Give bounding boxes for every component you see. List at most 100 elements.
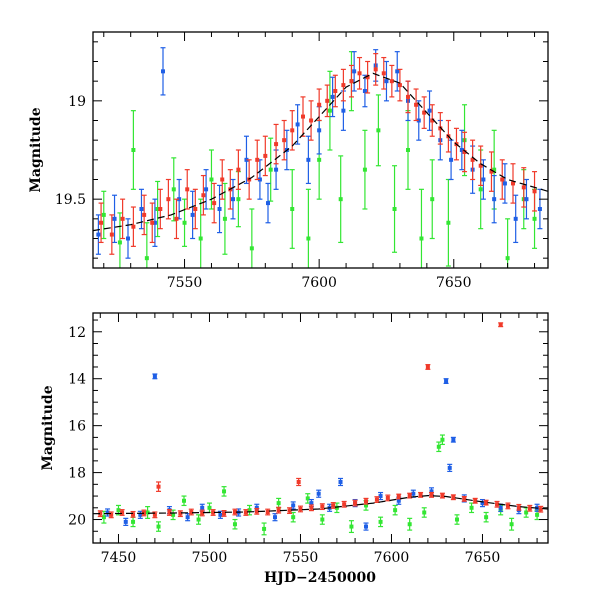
top-model-curve: [93, 72, 548, 232]
top-point-blue-22: [362, 74, 368, 108]
top-point-blue-4: [152, 198, 158, 247]
top-point-red-0: [98, 202, 104, 244]
bottom-point-red-42: [516, 503, 522, 511]
bottom-point-red-27: [374, 496, 380, 503]
bottom-x-tick-label: 7650: [465, 550, 501, 566]
bottom-point-red-7: [166, 509, 172, 516]
top-point-blue-0: [95, 214, 101, 255]
top-point-blue-24: [383, 60, 389, 102]
bottom-point-green-16: [319, 514, 325, 525]
bottom-x-axis-label: HJD−2450000: [264, 570, 376, 586]
bottom-point-green-12: [261, 522, 267, 536]
top-point-blue-27: [416, 100, 422, 141]
top-point-red-2: [120, 198, 126, 240]
top-point-blue-31: [459, 129, 465, 171]
top-x-tick-label: 7600: [301, 275, 337, 291]
top-point-green-3: [144, 222, 150, 268]
top-y-axis-label: Magnitude: [28, 107, 44, 192]
top-y-tick-label: 19.5: [55, 192, 86, 208]
bottom-point-red-35: [450, 494, 456, 501]
top-point-green-25: [445, 178, 451, 267]
top-point-green-22: [405, 110, 411, 190]
top-point-blue-35: [502, 163, 508, 204]
top-point-red-33: [389, 64, 395, 98]
bottom-point-red-12: [221, 510, 227, 517]
top-point-red-3: [130, 206, 136, 247]
bottom-point-green-24: [436, 441, 442, 453]
bottom-point-red-37: [472, 497, 478, 504]
bottom-point-red-40: [498, 322, 504, 328]
top-point-blue-19: [330, 76, 336, 118]
top-point-green-11: [249, 208, 255, 268]
bottom-data-points: [97, 322, 544, 536]
bottom-point-red-19: [296, 477, 302, 487]
bottom-point-green-27: [469, 502, 475, 514]
bottom-point-red-32: [425, 364, 431, 370]
top-point-green-4: [155, 180, 161, 238]
bottom-point-red-2: [119, 509, 125, 516]
bottom-point-green-23: [421, 507, 427, 518]
top-point-red-26: [332, 74, 338, 108]
top-point-red-32: [381, 56, 387, 90]
bottom-point-red-23: [330, 502, 336, 509]
top-point-blue-28: [427, 90, 433, 131]
bottom-point-red-25: [352, 499, 358, 507]
bottom-y-tick-label: 16: [68, 419, 86, 435]
bottom-point-red-43: [527, 504, 533, 512]
top-point-red-48: [521, 167, 527, 208]
bottom-point-red-38: [483, 499, 489, 506]
top-point-green-5: [171, 157, 177, 222]
bottom-point-red-41: [505, 502, 511, 510]
top-point-blue-33: [480, 159, 486, 200]
bottom-point-red-13: [232, 508, 238, 516]
top-point-red-27: [340, 68, 346, 102]
bottom-point-red-44: [538, 505, 544, 513]
top-point-blue-7: [190, 190, 196, 240]
bottom-point-green-22: [407, 517, 413, 531]
top-point-blue-13: [265, 182, 271, 224]
top-point-red-10: [192, 188, 198, 230]
top-point-blue-11: [243, 135, 249, 185]
bottom-point-blue-13: [316, 489, 322, 498]
bottom-point-green-9: [221, 486, 227, 497]
top-point-red-45: [488, 151, 494, 192]
top-point-red-6: [157, 188, 163, 230]
bottom-y-tick-label: 18: [68, 466, 86, 482]
bottom-y-axis-label: Magnitude: [40, 385, 56, 470]
bottom-point-green-25: [439, 434, 445, 446]
top-point-red-38: [429, 104, 435, 137]
top-point-green-0: [101, 190, 107, 240]
top-point-green-17: [338, 155, 344, 244]
top-point-red-36: [413, 88, 419, 122]
top-point-blue-1: [112, 194, 118, 244]
top-plot-frame: [92, 31, 549, 269]
bottom-point-green-30: [509, 517, 515, 531]
top-point-red-5: [149, 202, 155, 244]
top-point-red-21: [289, 110, 295, 151]
top-point-red-49: [532, 171, 538, 212]
top-point-blue-8: [203, 169, 209, 210]
bottom-point-red-33: [429, 491, 435, 498]
bottom-point-red-16: [265, 508, 271, 516]
bottom-point-green-4: [156, 521, 162, 532]
bottom-point-red-24: [341, 500, 347, 508]
bottom-point-red-15: [254, 507, 260, 515]
top-point-red-25: [324, 84, 330, 118]
top-point-red-43: [470, 139, 476, 181]
top-point-green-2: [130, 110, 136, 190]
bottom-point-red-30: [407, 492, 413, 499]
bottom-x-tick-label: 7450: [101, 550, 137, 566]
top-point-red-47: [510, 163, 516, 204]
top-point-blue-10: [230, 178, 236, 220]
top-point-red-42: [462, 131, 468, 173]
top-point-red-7: [165, 178, 171, 220]
bottom-point-green-3: [145, 506, 151, 519]
top-point-blue-5: [160, 47, 166, 96]
top-panel: 7550 7600 7650 19 19.5 Magnitude: [28, 31, 549, 291]
top-point-green-9: [222, 182, 228, 255]
top-point-red-13: [219, 159, 225, 200]
bottom-point-blue-24: [450, 436, 456, 443]
bottom-point-blue-15: [338, 477, 344, 487]
bottom-point-green-13: [276, 497, 282, 509]
top-point-green-7: [198, 198, 204, 268]
